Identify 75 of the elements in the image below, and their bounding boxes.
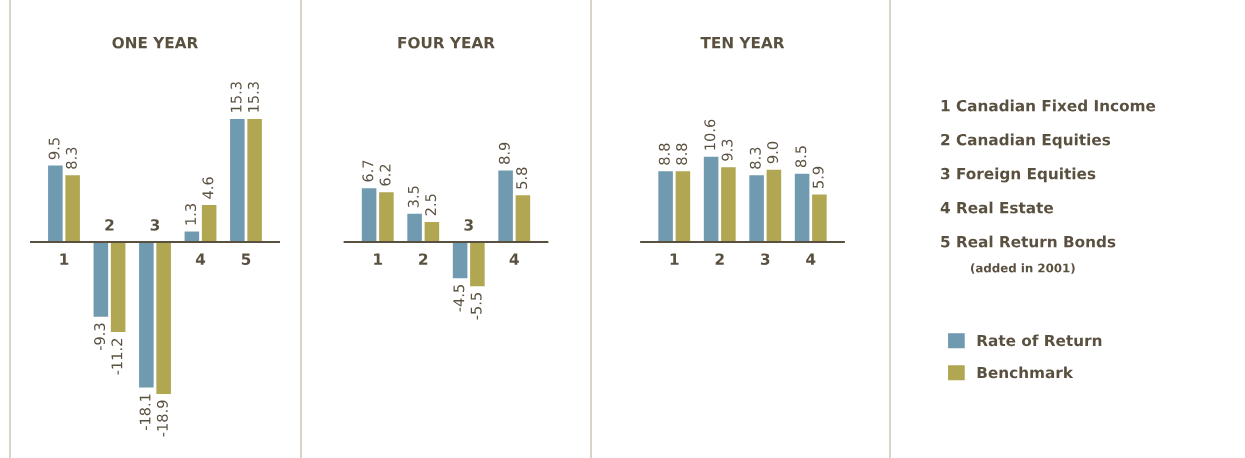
data-label: 8.8 [658, 143, 670, 165]
data-label: 10.6 [704, 119, 716, 150]
bar [498, 170, 513, 242]
chart-title: TEN YEAR [700, 37, 785, 49]
text: 1 Canadian Fixed Income [941, 99, 1156, 112]
bar [156, 242, 171, 394]
x-tick-label: 5 [241, 253, 251, 265]
legend-label: Benchmark [977, 366, 1074, 379]
x-tick-label: 1 [374, 253, 383, 265]
chart-title: ONE YEAR [112, 36, 198, 49]
data-label: 9.3 [721, 139, 733, 161]
x-tick-label: 3 [760, 253, 770, 265]
data-label: 5.8 [516, 167, 528, 189]
data-label: 8.5 [795, 146, 807, 168]
data-label: 8.9 [498, 142, 510, 164]
data-label: -18.1 [139, 394, 151, 431]
bar [247, 118, 262, 242]
text: 5 Real Return Bonds [941, 235, 1116, 248]
bar [812, 194, 827, 242]
text: (added in 2001) [971, 263, 1075, 274]
text: 4 Real Estate [940, 201, 1054, 214]
bar [65, 175, 80, 242]
text: 3 Foreign Equities [941, 167, 1096, 183]
x-tick-label: 1 [60, 253, 69, 265]
bar [407, 213, 422, 242]
bar [721, 167, 736, 242]
bar [766, 169, 782, 242]
bar [658, 171, 673, 242]
x-tick-label: 2 [419, 253, 428, 265]
data-label: 6.2 [379, 164, 391, 186]
bar [703, 156, 719, 242]
data-label: 2.5 [425, 194, 437, 216]
data-label: -18.9 [156, 400, 168, 437]
data-label: 9.0 [767, 141, 779, 164]
bar [794, 173, 810, 242]
bar [379, 192, 394, 242]
data-label: 8.8 [676, 143, 688, 165]
data-label: 15.3 [230, 82, 242, 112]
data-label: 8.3 [749, 147, 761, 169]
text: 2 Canadian Equities [941, 133, 1111, 149]
x-tick-label: 4 [509, 253, 519, 265]
bar [93, 242, 109, 317]
bar [515, 195, 531, 242]
x-tick-label: 3 [464, 219, 473, 231]
bar [749, 175, 764, 242]
data-label: -11.2 [111, 339, 123, 375]
bar [110, 242, 126, 333]
bar [424, 221, 440, 242]
data-label: 3.5 [407, 186, 419, 208]
data-label: -4.5 [453, 285, 465, 312]
bar [470, 242, 485, 287]
x-tick-label: 2 [715, 253, 724, 265]
x-tick-label: 2 [105, 219, 114, 231]
data-label: 1.3 [185, 203, 197, 225]
x-tick-label: 1 [670, 253, 679, 265]
data-label: 8.3 [65, 147, 77, 169]
bar [139, 242, 154, 388]
bar [230, 118, 245, 242]
data-label: -9.3 [94, 323, 106, 351]
x-tick-label: 4 [195, 253, 206, 265]
chart-title: FOUR YEAR [398, 36, 495, 49]
x-tick-label: 3 [150, 219, 160, 231]
legend-label: Rate of Return [977, 334, 1102, 347]
data-label: 4.6 [202, 177, 214, 199]
bar [361, 188, 377, 242]
data-label: 9.5 [48, 138, 60, 160]
bar [675, 171, 691, 242]
data-label: 15.3 [247, 82, 259, 112]
bar [48, 165, 63, 242]
x-tick-label: 4 [806, 253, 816, 265]
data-label: 6.7 [362, 160, 374, 182]
bar [201, 205, 217, 242]
bar [452, 242, 468, 279]
data-label: 5.9 [812, 166, 824, 188]
data-label: -5.5 [470, 293, 482, 320]
